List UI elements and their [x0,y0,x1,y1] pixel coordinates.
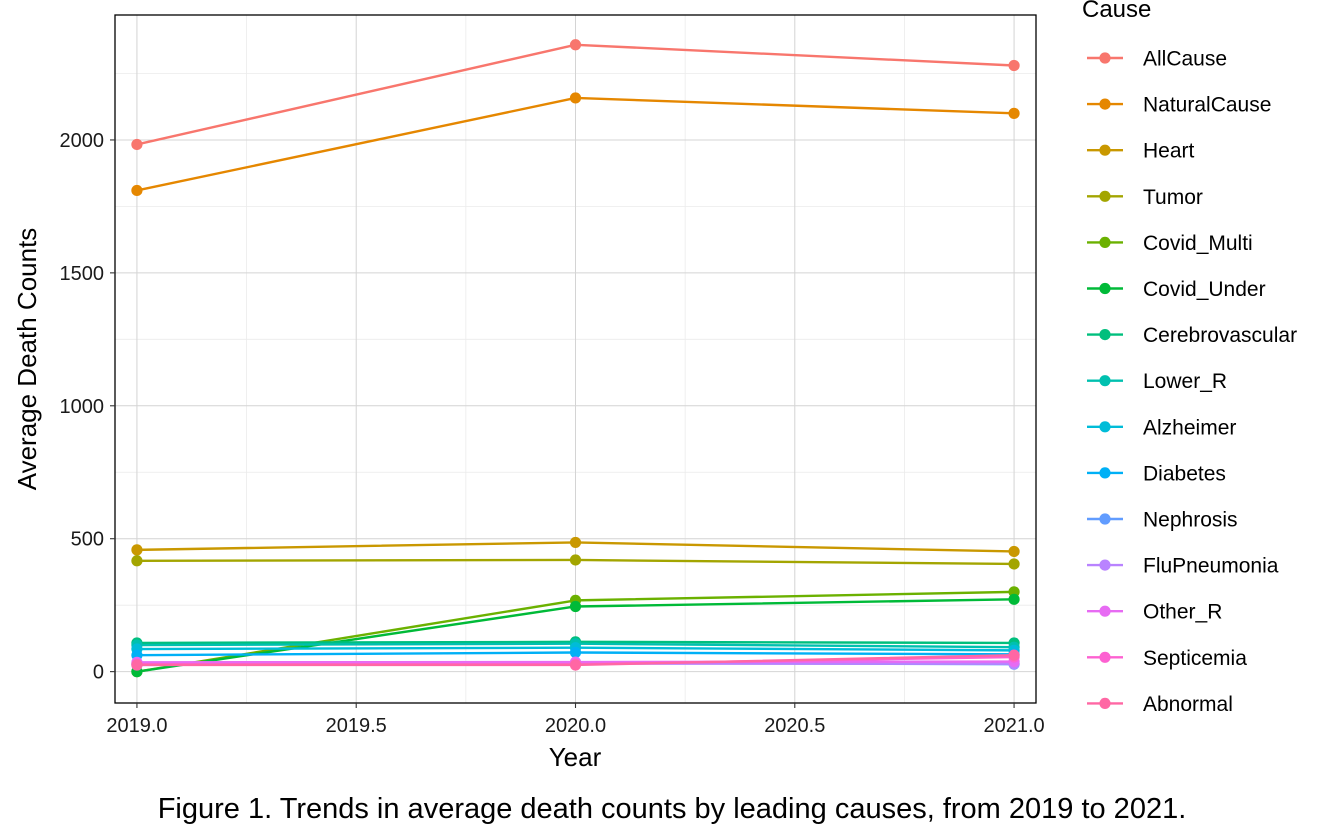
grid [115,15,1036,703]
data-point [1008,649,1020,661]
series-heart [131,536,1020,558]
data-point [1008,545,1020,558]
data-point [131,555,143,567]
legend-item-covid_under: Covid_Under [1087,278,1266,301]
data-point [1008,107,1020,119]
y-tick-label: 2000 [60,130,105,152]
x-axis-title: Year [549,742,602,772]
legend-key-point [1099,190,1111,202]
legend-key-point [1099,144,1111,156]
legend-key-point [1099,513,1111,525]
legend-key-point [1099,282,1111,295]
data-point [131,184,143,197]
legend-label: Covid_Under [1143,278,1266,301]
legend-item-lower_r: Lower_R [1087,370,1227,393]
legend-key-point [1099,329,1111,341]
series-allcause [131,39,1020,151]
legend-item-allcause: AllCause [1087,48,1227,71]
legend-label: Lower_R [1143,370,1227,393]
data-point [569,600,582,613]
legend-key-point [1099,697,1111,710]
series-abnormal [131,649,1020,671]
legend-key-point [1099,605,1111,617]
legend-key-point [1099,98,1111,110]
data-point [131,659,143,671]
legend-label: Abnormal [1143,693,1233,716]
data-point [569,536,582,549]
legend-key-point [1099,559,1111,571]
legend-label: Septicemia [1143,647,1247,670]
legend-key-point [1099,52,1111,64]
data-point [569,554,582,566]
legend-item-alzheimer: Alzheimer [1087,416,1236,439]
legend-key-point [1099,236,1111,248]
series [131,39,1020,678]
legend-label: Other_R [1143,601,1222,624]
y-axis-title: Average Death Counts [12,228,42,491]
series-naturalcause [131,92,1020,197]
legend-item-flupneumonia: FluPneumonia [1087,555,1279,578]
legend-key-point [1099,651,1111,663]
data-point [569,39,582,51]
legend-label: Alzheimer [1143,416,1236,439]
y-tick-label: 1000 [60,396,105,418]
data-point [1008,59,1020,72]
data-point [131,138,143,151]
legend-item-nephrosis: Nephrosis [1087,509,1238,532]
legend-key-point [1099,467,1111,479]
legend-item-tumor: Tumor [1087,186,1203,209]
x-tick-label: 2020.5 [764,715,825,737]
legend-key-point [1099,375,1111,387]
y-tick-label: 1500 [60,263,105,285]
legend-item-other_r: Other_R [1087,601,1222,624]
data-point [569,646,582,659]
data-point [569,92,582,104]
legend-item-heart: Heart [1087,140,1195,163]
legend-label: Heart [1143,140,1195,163]
series-tumor [131,554,1020,570]
legend-item-covid_multi: Covid_Multi [1087,232,1253,255]
legend-label: FluPneumonia [1143,555,1279,578]
x-tick-label: 2019.5 [326,715,387,737]
legend-key-point [1099,421,1111,433]
data-point [1008,593,1020,605]
figure-caption: Figure 1. Trends in average death counts… [158,793,1187,825]
legend-item-cerebrovascular: Cerebrovascular [1087,324,1297,347]
legend-item-abnormal: Abnormal [1087,693,1233,716]
y-tick-label: 500 [71,529,104,551]
legend-label: Nephrosis [1143,509,1238,532]
data-point [569,659,582,671]
axes: 2019.0 2019.5 2020.0 2020.5 2021.0 0 500 1000 15… [60,130,1045,737]
legend-label: AllCause [1143,48,1227,71]
x-tick-label: 2020.0 [545,715,606,737]
legend-item-diabetes: Diabetes [1087,462,1226,485]
data-point [131,544,143,556]
legend-label: Cerebrovascular [1143,324,1297,347]
x-tick-label: 2019.0 [106,715,167,737]
legend-item-naturalcause: NaturalCause [1087,94,1271,117]
legend-label: Covid_Multi [1143,232,1253,255]
legend-label: Tumor [1143,186,1203,209]
legend-label: NaturalCause [1143,94,1271,117]
legend-item-septicemia: Septicemia [1087,647,1247,670]
x-tick-label: 2021.0 [983,715,1044,737]
legend: AllCause NaturalCause Heart Tumor Covid_Mult… [1087,48,1297,716]
legend-label: Diabetes [1143,462,1226,485]
data-point [1008,558,1020,570]
legend-title: Cause [1082,0,1151,23]
y-tick-label: 0 [93,662,104,684]
